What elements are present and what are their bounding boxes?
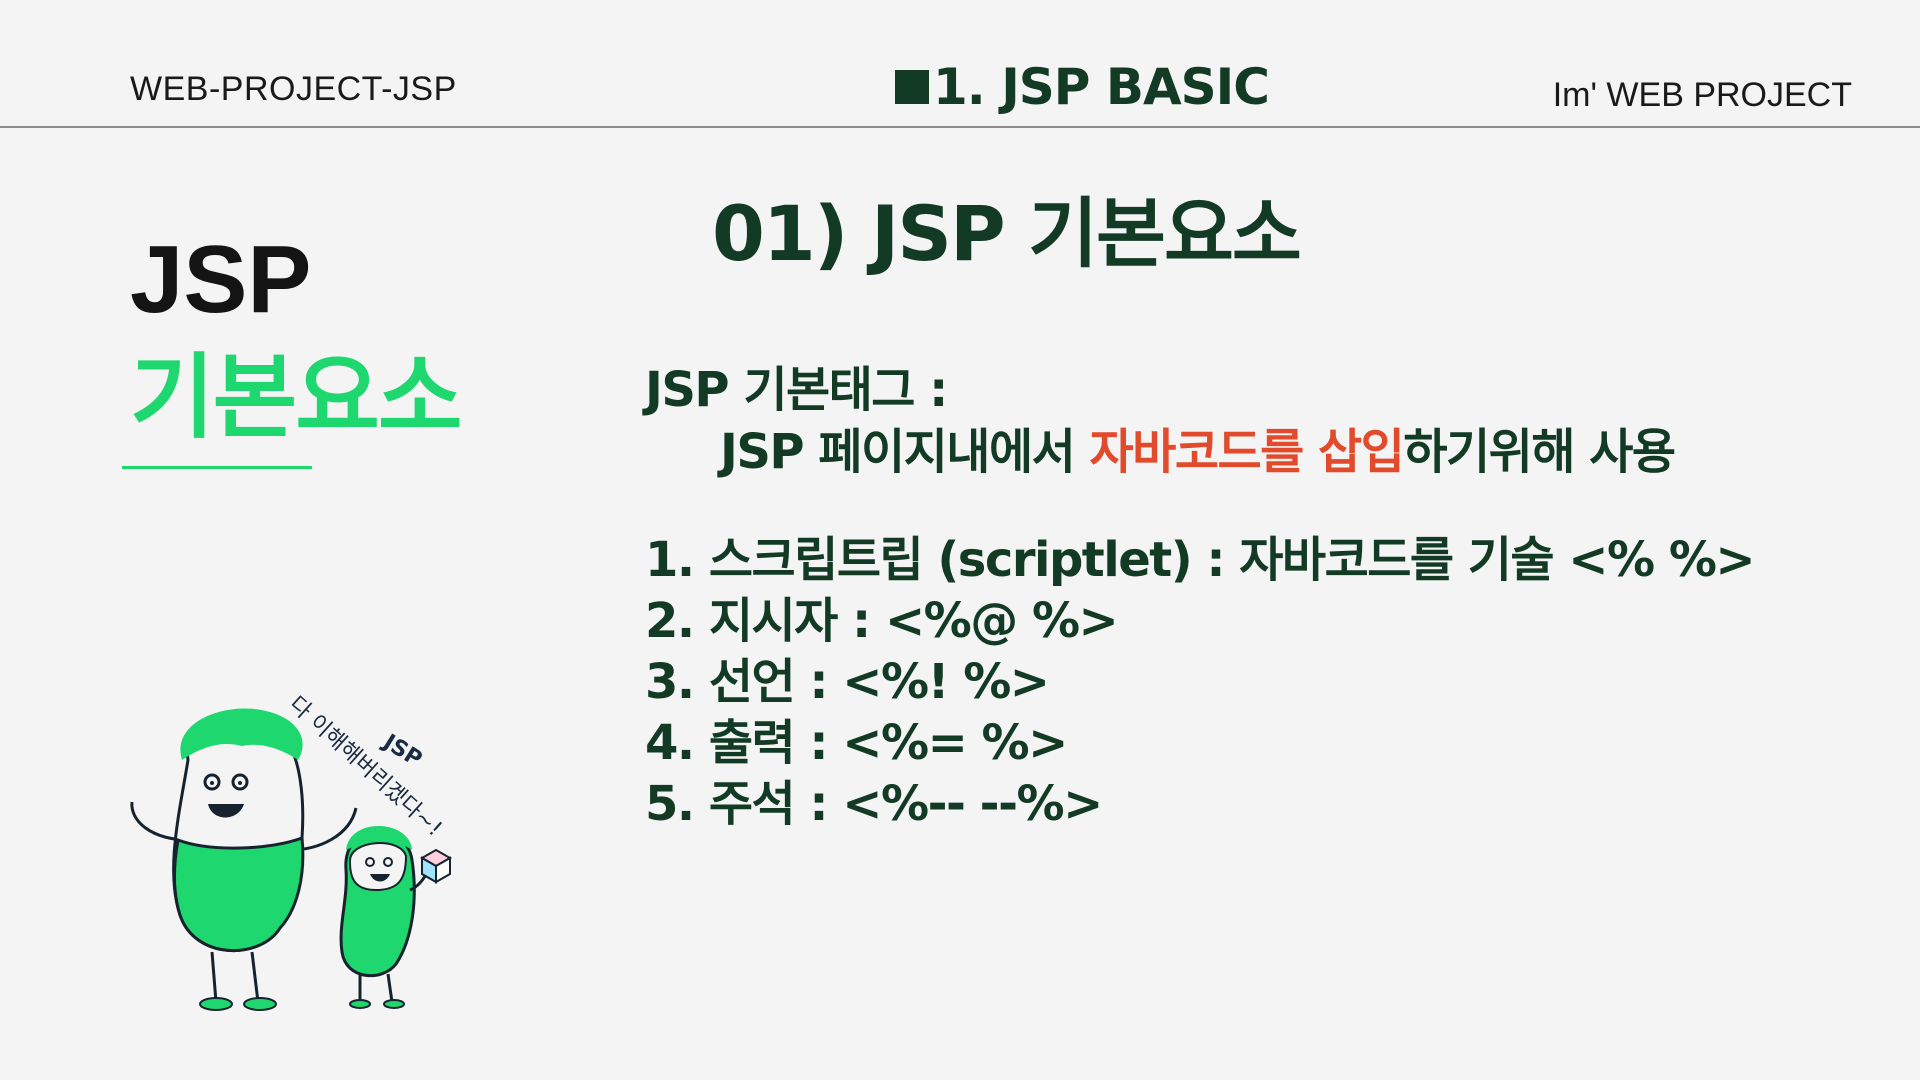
speech-text-jsp: JSP — [377, 729, 426, 773]
element-list: 1. 스크립트립 (scriptlet) : 자바코드를 기술 <% %> 2.… — [645, 530, 1756, 835]
small-mascot — [339, 825, 453, 1009]
header-project-name: WEB-PROJECT-JSP — [130, 70, 457, 108]
tag-desc-suffix: 하기위해 사용 — [1403, 424, 1676, 480]
left-title: JSP — [130, 226, 312, 333]
speech-text-line: 다 이해해버리겠다~! — [284, 692, 447, 842]
big-mascot — [130, 708, 358, 1011]
mascot-illustration: JSP 다 이해해버리겠다~! — [130, 692, 453, 1011]
tag-description: JSP 페이지내에서 자바코드를 삽입하기위해 사용 — [720, 412, 1676, 482]
tag-desc-prefix: JSP 페이지내에서 — [720, 424, 1090, 480]
list-item: 5. 주석 : <%-- --%> — [645, 776, 1103, 832]
section-title: 01) JSP 기본요소 — [712, 189, 1302, 278]
header-chapter-label: 1. JSP BASIC — [933, 58, 1270, 116]
tag-desc-highlight: 자바코드를 삽입 — [1089, 424, 1405, 480]
left-underline — [122, 466, 312, 469]
left-subtitle: 기본요소 — [130, 344, 463, 451]
list-item: 2. 지시자 : <%@ %> — [645, 593, 1119, 649]
list-item: 1. 스크립트립 (scriptlet) : 자바코드를 기술 <% %> — [645, 532, 1756, 588]
cube-icon — [419, 848, 453, 884]
header-divider — [0, 126, 1920, 128]
list-item: 3. 선언 : <%! %> — [645, 654, 1050, 710]
list-item: 4. 출력 : <%= %> — [645, 715, 1068, 771]
square-icon — [895, 70, 929, 104]
tag-label: JSP 기본태그 : — [645, 362, 948, 418]
header-chapter-title: 1. JSP BASIC — [895, 58, 1270, 116]
header-brand: Im' WEB PROJECT — [1552, 76, 1852, 114]
